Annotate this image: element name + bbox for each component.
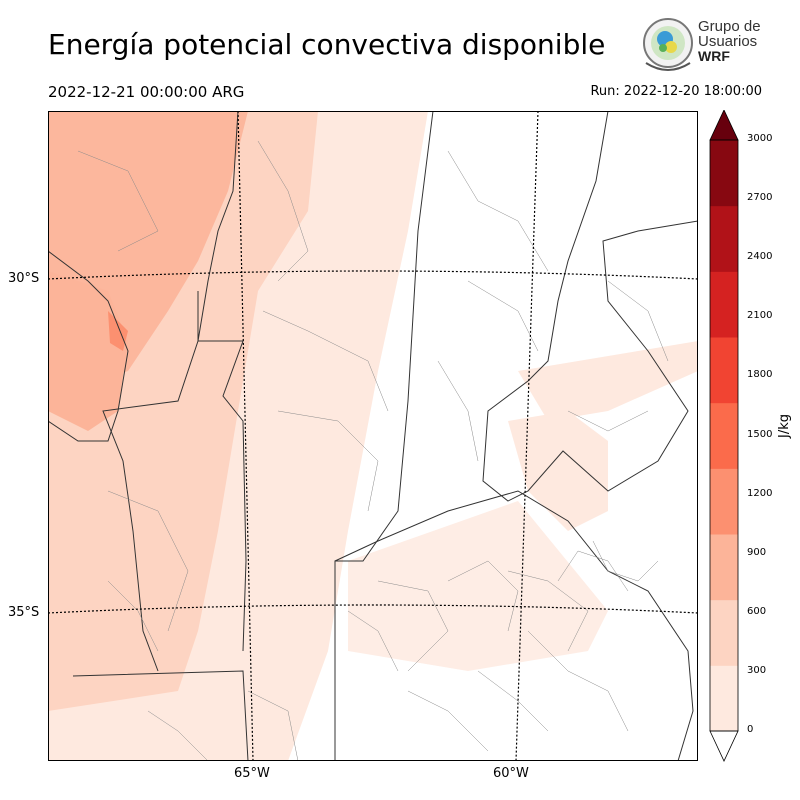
- lat-line-30s: [48, 270, 698, 280]
- province-borders: [48, 111, 698, 761]
- colorbar-tick-label: 1500: [747, 428, 773, 440]
- globe-icon: [643, 18, 693, 71]
- colorbar-tick-label: 2700: [747, 192, 773, 204]
- cape-area-east: [508, 411, 608, 531]
- colorbar-tick-label: 600: [747, 605, 767, 617]
- wrf-logo: Grupo de Usuarios WRF: [638, 15, 763, 75]
- colorbar-tick-label: 2400: [747, 251, 773, 263]
- lon-label-60w: 60°W: [493, 766, 529, 781]
- colorbar-tick-label: 1800: [747, 369, 773, 381]
- colorbar-tick-label: 1200: [747, 487, 773, 499]
- colorbar-tick-label: 2100: [747, 310, 773, 322]
- colorbar-tick-label: 0: [747, 724, 754, 735]
- map-title: Energía potencial convectiva disponible: [48, 28, 606, 61]
- department-borders: [77, 140, 669, 761]
- colorbar-unit: J/kg: [777, 414, 792, 438]
- no-cape-area-south: [338, 651, 698, 761]
- colorbar-tick-label: 3000: [747, 133, 773, 144]
- colorbar-max-extension: [709, 110, 739, 141]
- colorbar-band: [710, 599, 738, 666]
- colorbar-band: [710, 337, 738, 404]
- logo-line2: Usuarios: [698, 33, 758, 50]
- lat-label-30s: 30°S: [8, 271, 40, 286]
- colorbar-band: [710, 665, 738, 732]
- cape-area-900-1200: [108, 311, 128, 351]
- logo-line3: WRF: [698, 48, 730, 64]
- logo-line1: Grupo de: [698, 18, 761, 35]
- no-cape-area-northeast: [418, 111, 698, 531]
- colorbar-band: [710, 271, 738, 338]
- lon-line-65w: [237, 111, 254, 761]
- run-time: Run: 2022-12-20 18:00:00: [590, 84, 762, 99]
- colorbar-tick-label: 300: [747, 664, 767, 676]
- map-frame: [48, 111, 698, 761]
- colorbar-min-extension: [709, 730, 739, 762]
- lat-label-35s: 35°S: [8, 605, 40, 620]
- colorbar-band: [710, 402, 738, 469]
- lon-label-65w: 65°W: [234, 766, 270, 781]
- lon-line-60w: [515, 111, 539, 761]
- colorbar-band: [710, 205, 738, 272]
- colorbar-band: [710, 468, 738, 535]
- valid-time: 2022-12-21 00:00:00 ARG: [48, 83, 245, 101]
- colorbar: [709, 110, 739, 762]
- cape-map: [48, 111, 698, 761]
- colorbar-band: [710, 534, 738, 601]
- colorbar-band: [710, 140, 738, 207]
- lat-line-35s: [48, 604, 698, 614]
- cape-area-east-strip: [518, 341, 698, 421]
- graticule: [48, 111, 698, 761]
- cape-area-center-south: [348, 501, 608, 671]
- colorbar-tick-label: 900: [747, 546, 767, 558]
- colorbar-frame: [709, 139, 739, 732]
